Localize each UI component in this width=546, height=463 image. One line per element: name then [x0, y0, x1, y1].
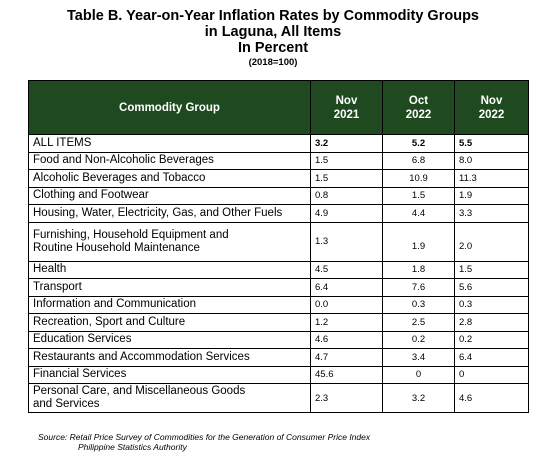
header-nov-2021: Nov 2021	[310, 80, 383, 135]
row-value-oct-2022: 10.9	[382, 169, 455, 188]
row-value-nov-2021: 2.3	[310, 383, 383, 413]
row-label-line1: Personal Care, and Miscellaneous Goods	[33, 385, 246, 397]
row-value-nov-2021: 0.0	[310, 295, 383, 314]
table-row: Food and Non-Alcoholic Beverages 1.5 6.8…	[28, 151, 529, 170]
row-value-oct-2022: 7.6	[382, 278, 455, 297]
row-value-nov-2022: 4.6	[454, 383, 529, 413]
row-value-oct-2022: 0.3	[382, 295, 455, 314]
header-commodity-group: Commodity Group	[28, 80, 311, 135]
source-line1: Source: Retail Price Survey of Commoditi…	[38, 432, 371, 442]
table-row: ALL ITEMS 3.2 5.2 5.5	[28, 134, 529, 153]
row-value-oct-2022: 1.8	[382, 260, 455, 279]
table-title-block: Table B. Year-on-Year Inflation Rates by…	[0, 8, 546, 69]
table-row: Restaurants and Accommodation Services 4…	[28, 348, 529, 367]
row-value-nov-2021: 4.5	[310, 260, 383, 279]
row-label: Alcoholic Beverages and Tobacco	[28, 169, 311, 188]
table-row: Alcoholic Beverages and Tobacco 1.5 10.9…	[28, 169, 529, 188]
row-value-nov-2022: 5.5	[454, 134, 529, 153]
row-label: ALL ITEMS	[28, 134, 311, 153]
table-row: Clothing and Footwear 0.8 1.5 1.9	[28, 186, 529, 205]
header-col3-month: Nov	[480, 94, 503, 107]
row-value-nov-2021: 45.6	[310, 365, 383, 384]
row-value-nov-2022: 0	[454, 365, 529, 384]
row-value-nov-2022: 2.0	[454, 221, 529, 262]
row-label: Housing, Water, Electricity, Gas, and Ot…	[28, 204, 311, 223]
row-value-nov-2021: 4.7	[310, 348, 383, 367]
table-row: Transport 6.4 7.6 5.6	[28, 278, 529, 297]
row-value-oct-2022: 0.2	[382, 330, 455, 349]
row-value-nov-2022: 8.0	[454, 151, 529, 170]
table-row: Education Services 4.6 0.2 0.2	[28, 330, 529, 349]
header-col1-year: 2021	[333, 108, 360, 121]
row-label: Education Services	[28, 330, 311, 349]
row-value-nov-2022: 11.3	[454, 169, 529, 188]
header-col2-month: Oct	[408, 94, 429, 107]
row-value-nov-2021: 3.2	[310, 134, 383, 153]
row-label: Recreation, Sport and Culture	[28, 313, 311, 332]
header-oct-2022: Oct 2022	[382, 80, 455, 135]
table-row: Furnishing, Household Equipment and Rout…	[28, 221, 529, 262]
source-line2: Philippine Statistics Authority	[78, 442, 187, 452]
header-col1-month: Nov	[335, 94, 358, 107]
row-value-oct-2022: 3.2	[382, 383, 455, 413]
table-title: Table B. Year-on-Year Inflation Rates by…	[67, 8, 479, 24]
row-value-nov-2022: 2.8	[454, 313, 529, 332]
row-value-oct-2022: 2.5	[382, 313, 455, 332]
table-row: Housing, Water, Electricity, Gas, and Ot…	[28, 204, 529, 223]
table-row: Health 4.5 1.8 1.5	[28, 260, 529, 279]
row-label: Information and Communication	[28, 295, 311, 314]
table-header-row: Commodity Group Nov 2021 Oct 2022 Nov 20…	[28, 80, 529, 135]
row-value-oct-2022: 1.9	[382, 221, 455, 262]
row-value-nov-2021: 1.2	[310, 313, 383, 332]
row-value-nov-2022: 0.2	[454, 330, 529, 349]
row-label: Clothing and Footwear	[28, 186, 311, 205]
row-value-oct-2022: 1.5	[382, 186, 455, 205]
row-label: Food and Non-Alcoholic Beverages	[28, 151, 311, 170]
table-row: Financial Services 45.6 0 0	[28, 365, 529, 384]
row-label-line2: and Services	[33, 398, 100, 410]
source-note: Source: Retail Price Survey of Commoditi…	[38, 432, 370, 452]
header-nov-2022: Nov 2022	[454, 80, 529, 135]
row-label: Furnishing, Household Equipment and Rout…	[28, 221, 311, 262]
row-value-oct-2022: 3.4	[382, 348, 455, 367]
row-value-nov-2022: 5.6	[454, 278, 529, 297]
table-base-year: (2018=100)	[248, 57, 298, 68]
row-label: Financial Services	[28, 365, 311, 384]
row-value-nov-2022: 1.5	[454, 260, 529, 279]
row-value-oct-2022: 4.4	[382, 204, 455, 223]
table-subtitle-location: in Laguna, All Items	[204, 24, 342, 40]
inflation-table: Commodity Group Nov 2021 Oct 2022 Nov 20…	[28, 80, 529, 413]
table-row: Recreation, Sport and Culture 1.2 2.5 2.…	[28, 313, 529, 332]
row-value-nov-2022: 3.3	[454, 204, 529, 223]
row-label: Transport	[28, 278, 311, 297]
row-value-nov-2021: 4.9	[310, 204, 383, 223]
row-value-oct-2022: 0	[382, 365, 455, 384]
row-label-line2: Routine Household Maintenance	[33, 241, 200, 254]
row-value-nov-2021: 1.5	[310, 169, 383, 188]
row-value-nov-2021: 6.4	[310, 278, 383, 297]
row-value-nov-2021: 1.3	[310, 221, 383, 262]
row-value-nov-2022: 0.3	[454, 295, 529, 314]
header-col2-year: 2022	[405, 108, 432, 121]
row-value-nov-2021: 4.6	[310, 330, 383, 349]
header-col3-year: 2022	[478, 108, 505, 121]
row-value-oct-2022: 5.2	[382, 134, 455, 153]
table-subtitle-unit: In Percent	[237, 40, 309, 56]
row-label-line1: Furnishing, Household Equipment and	[33, 228, 229, 241]
row-value-nov-2022: 6.4	[454, 348, 529, 367]
table-row: Personal Care, and Miscellaneous Goods a…	[28, 383, 529, 413]
row-value-nov-2021: 1.5	[310, 151, 383, 170]
row-value-nov-2022: 1.9	[454, 186, 529, 205]
row-label: Personal Care, and Miscellaneous Goods a…	[28, 383, 311, 413]
row-value-oct-2022: 6.8	[382, 151, 455, 170]
row-label: Restaurants and Accommodation Services	[28, 348, 311, 367]
table-row: Information and Communication 0.0 0.3 0.…	[28, 295, 529, 314]
row-value-nov-2021: 0.8	[310, 186, 383, 205]
row-label: Health	[28, 260, 311, 279]
